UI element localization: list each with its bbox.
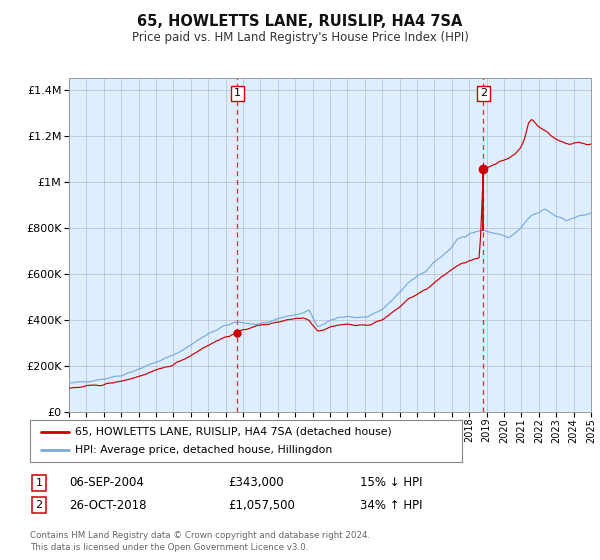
- Text: Contains HM Land Registry data © Crown copyright and database right 2024.
This d: Contains HM Land Registry data © Crown c…: [30, 531, 370, 552]
- Text: 34% ↑ HPI: 34% ↑ HPI: [360, 498, 422, 512]
- Text: 15% ↓ HPI: 15% ↓ HPI: [360, 476, 422, 489]
- Text: 1: 1: [35, 478, 43, 488]
- Text: £343,000: £343,000: [228, 476, 284, 489]
- Text: HPI: Average price, detached house, Hillingdon: HPI: Average price, detached house, Hill…: [76, 445, 332, 455]
- Text: 2: 2: [480, 88, 487, 99]
- Text: 06-SEP-2004: 06-SEP-2004: [69, 476, 144, 489]
- Text: Price paid vs. HM Land Registry's House Price Index (HPI): Price paid vs. HM Land Registry's House …: [131, 31, 469, 44]
- Text: 1: 1: [234, 88, 241, 99]
- Text: 2: 2: [35, 500, 43, 510]
- Text: £1,057,500: £1,057,500: [228, 498, 295, 512]
- Text: 65, HOWLETTS LANE, RUISLIP, HA4 7SA (detached house): 65, HOWLETTS LANE, RUISLIP, HA4 7SA (det…: [76, 427, 392, 437]
- Text: 26-OCT-2018: 26-OCT-2018: [69, 498, 146, 512]
- Text: 65, HOWLETTS LANE, RUISLIP, HA4 7SA: 65, HOWLETTS LANE, RUISLIP, HA4 7SA: [137, 14, 463, 29]
